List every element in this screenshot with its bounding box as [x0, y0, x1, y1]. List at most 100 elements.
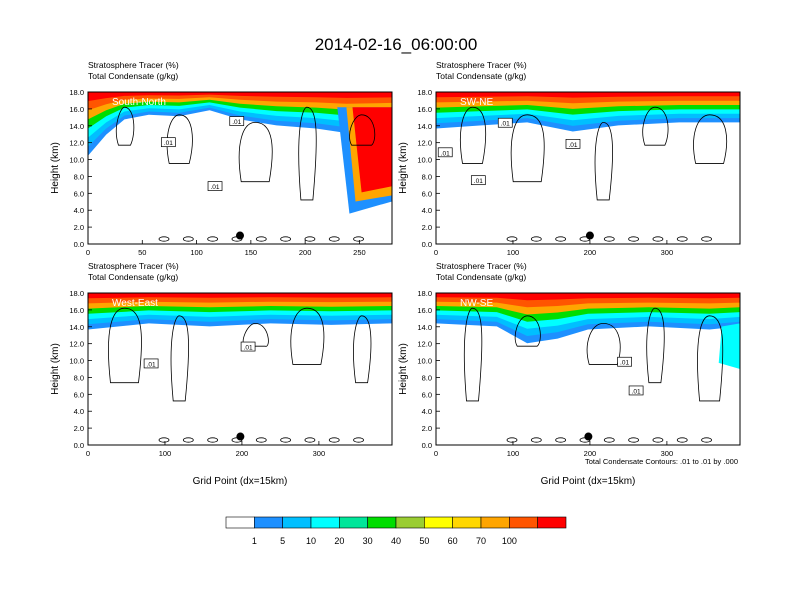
panels: Stratosphere Tracer (%) Total Condensate … [50, 60, 741, 487]
contour-line [304, 437, 316, 443]
contour-line [530, 437, 542, 443]
location-marker [236, 231, 244, 240]
contour-line [182, 437, 194, 443]
y-tick-label: 8.0 [422, 172, 432, 181]
contour-label-box [229, 116, 245, 126]
y-tick-label: 4.0 [74, 206, 84, 215]
colorbar-label: 70 [476, 536, 486, 546]
x-tick-label: 100 [507, 248, 520, 257]
y-tick-label: 0.0 [74, 240, 84, 249]
section-label: SW-NE [460, 97, 493, 108]
x-axis-label: Grid Point (dx=15km) [541, 476, 636, 487]
y-tick-label: 10.0 [417, 156, 432, 165]
contour-line [603, 236, 615, 242]
tracer-field [88, 293, 392, 330]
condensate-contours [115, 106, 376, 242]
y-tick-label: 2.0 [74, 424, 84, 433]
contour-line [298, 106, 317, 201]
contour-line [642, 106, 669, 146]
colorbar-swatch [367, 516, 397, 529]
contour-line [353, 236, 364, 242]
y-tick-label: 2.0 [74, 223, 84, 232]
location-marker [236, 432, 245, 441]
contour-line [158, 437, 170, 443]
contour-line [586, 322, 621, 365]
x-tick-label: 250 [353, 248, 366, 257]
contour-label-box [143, 358, 159, 369]
contour-line [280, 236, 292, 242]
tracer-field [436, 92, 740, 132]
colorbar-label: 60 [448, 536, 458, 546]
x-tick-label: 0 [434, 449, 438, 458]
panel-west-east: Stratosphere Tracer (%)Total Condensate … [50, 261, 393, 487]
contour-line [349, 114, 376, 146]
plot-frame [87, 292, 393, 446]
colorbar-swatch [225, 516, 255, 529]
panel-title-line1: Stratosphere Tracer (%) [436, 261, 527, 271]
contour-line [510, 114, 545, 183]
colorbar-label: 100 [502, 536, 517, 546]
contour-line [693, 114, 728, 164]
condensate-contours [108, 307, 372, 443]
contour-line [238, 121, 273, 183]
y-tick-label: 14.0 [69, 122, 84, 131]
contour-line [594, 121, 613, 201]
figure-title: 2014-02-16_06:00:00 [315, 35, 478, 54]
contour-label: .01 [164, 140, 173, 147]
x-tick-label: 200 [236, 449, 249, 458]
contour-line [328, 236, 340, 242]
tracer-band [352, 107, 392, 193]
tracer-field [88, 92, 392, 214]
colorbar-label: 5 [280, 536, 285, 546]
x-tick-label: 0 [86, 248, 90, 257]
contour-label: .01 [620, 360, 629, 367]
contour-line [514, 315, 541, 347]
contour-line [108, 307, 142, 384]
y-tick-label: 18.0 [69, 88, 84, 97]
y-tick-label: 14.0 [417, 122, 432, 131]
x-tick-label: 200 [299, 248, 312, 257]
y-axis-label: Height (km) [398, 343, 409, 395]
colorbar-label: 50 [419, 536, 429, 546]
colorbar-swatch [395, 516, 425, 529]
section-label: South-North [112, 97, 166, 108]
contour-line [701, 437, 712, 443]
y-axis-label: Height (km) [398, 142, 409, 194]
contour-line [676, 437, 688, 443]
contour-line [530, 236, 542, 242]
x-tick-label: 150 [245, 248, 258, 257]
contour-line [506, 437, 518, 443]
y-tick-label: 4.0 [74, 407, 84, 416]
contour-line [506, 236, 518, 242]
contour-line [701, 236, 712, 242]
contour-line [676, 236, 688, 242]
contour-line [255, 236, 267, 242]
footnote: Total Condensate Contours: .01 to .01 by… [585, 457, 738, 466]
colorbar-swatch [452, 516, 482, 529]
x-axis-label: Grid Point (dx=15km) [193, 476, 288, 487]
plot-frame [435, 91, 741, 245]
x-tick-label: 0 [86, 449, 90, 458]
panel-title-line2: Total Condensate (g/kg) [88, 71, 178, 81]
y-tick-label: 10.0 [417, 357, 432, 366]
contour-line [652, 437, 664, 443]
y-tick-label: 0.0 [422, 240, 432, 249]
colorbar-swatch [537, 516, 567, 529]
contour-line [652, 236, 664, 242]
x-tick-label: 50 [138, 248, 146, 257]
contour-label-box [207, 181, 223, 191]
y-tick-label: 2.0 [422, 223, 432, 232]
contour-line [555, 437, 567, 443]
panel-title-line1: Stratosphere Tracer (%) [436, 60, 527, 70]
tracer-band [88, 92, 392, 102]
tracer-band [436, 293, 740, 301]
contour-label-box [628, 385, 644, 396]
contour-line [290, 307, 325, 365]
y-tick-label: 8.0 [74, 172, 84, 181]
colorbar-swatch [310, 516, 340, 529]
contour-line [158, 236, 170, 242]
y-tick-label: 2.0 [422, 424, 432, 433]
section-label: NW-SE [460, 298, 493, 309]
tracer-field [436, 293, 740, 369]
y-tick-label: 6.0 [74, 390, 84, 399]
